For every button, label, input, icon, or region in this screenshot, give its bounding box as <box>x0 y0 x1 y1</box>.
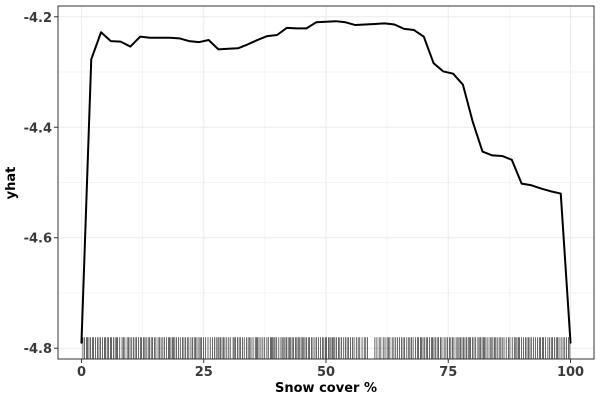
series-line <box>80 20 572 344</box>
y-axis-title: yhat <box>4 167 19 200</box>
x-axis-title: Snow cover % <box>275 381 377 396</box>
data-series <box>80 20 572 344</box>
y-tick-label: -4.6 <box>24 232 52 247</box>
axes: 0 25 50 75 100 -4.8 -4.6 -4.4 -4.2 <box>24 11 585 380</box>
y-tick-label: -4.4 <box>24 121 52 136</box>
grid-lines <box>58 6 594 359</box>
x-tick-label: 75 <box>439 365 457 380</box>
rug-marks <box>82 337 571 359</box>
y-tick-label: -4.2 <box>24 11 52 26</box>
x-tick-label: 0 <box>77 365 86 380</box>
x-tick-label: 50 <box>317 365 335 380</box>
x-tick-label: 100 <box>557 365 584 380</box>
y-tick-label: -4.8 <box>24 342 52 357</box>
x-tick-label: 25 <box>195 365 213 380</box>
